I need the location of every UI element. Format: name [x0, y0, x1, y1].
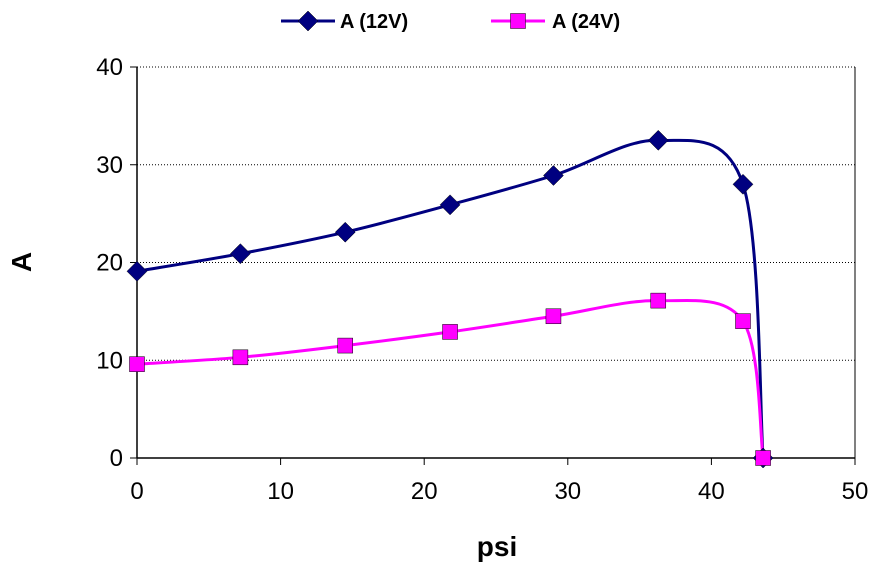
y-tick-label-30: 30	[96, 152, 123, 179]
x-axis-title: psi	[477, 531, 517, 562]
data-point-a-12v-5	[647, 129, 669, 151]
axes	[130, 66, 856, 465]
x-tick-label-50: 50	[842, 478, 869, 505]
x-tick-label-30: 30	[554, 478, 581, 505]
data-point-a-24v-5	[650, 292, 667, 309]
data-point-a-12v-4	[543, 165, 564, 186]
data-point-a-12v-6	[732, 173, 754, 195]
data-point-a-12v-2	[334, 221, 356, 243]
legend-label-a-12v: A (12V)	[340, 11, 408, 33]
y-tick-labels: 0 10 20 30 40	[96, 54, 123, 472]
data-point-a-24v-4	[545, 308, 562, 325]
x-tick-label-0: 0	[130, 478, 143, 505]
series-markers	[126, 129, 774, 469]
data-point-a-24v-7	[755, 450, 771, 466]
legend-marker-a-24v	[510, 13, 526, 29]
data-point-a-24v-1	[232, 349, 249, 366]
x-tick-label-40: 40	[698, 478, 725, 505]
data-point-a-12v-0	[126, 260, 148, 282]
y-tick-label-40: 40	[96, 54, 123, 81]
x-tick-labels: 0 10 20 30 40 50	[130, 478, 868, 505]
x-tick-label-10: 10	[267, 478, 294, 505]
y-tick-label-0: 0	[110, 445, 123, 472]
series-line-a-24v	[136, 298, 765, 459]
y-tick-label-20: 20	[96, 250, 123, 277]
y-axis-title: A	[6, 252, 37, 272]
data-point-a-12v-3	[439, 194, 461, 216]
data-point-a-24v-2	[337, 337, 353, 354]
x-tick-label-20: 20	[411, 478, 438, 505]
data-point-a-24v-6	[735, 313, 751, 329]
legend-marker-a-12v	[297, 10, 319, 32]
series-line-a-12v	[136, 138, 765, 459]
data-point-a-12v-1	[230, 243, 251, 265]
data-point-a-24v-0	[129, 356, 145, 372]
legend: A (12V) A (24V)	[281, 10, 620, 33]
series-lines	[136, 138, 765, 459]
y-tick-label-10: 10	[96, 347, 123, 374]
data-point-a-24v-3	[442, 324, 458, 340]
legend-label-a-24v: A (24V)	[552, 11, 620, 33]
